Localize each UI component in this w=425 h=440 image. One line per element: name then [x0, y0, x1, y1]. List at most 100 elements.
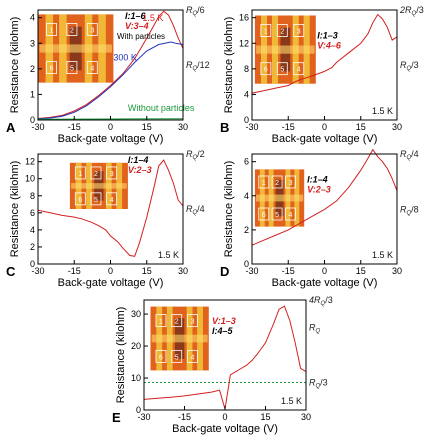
panel-E-x-tick-label: -15 [178, 412, 191, 422]
panel-D-series-line-0 [251, 148, 398, 246]
panel-C-contact-label: 2 [94, 171, 98, 178]
panel-B-voltage-contacts: V:4–6 [317, 41, 342, 51]
panel-E-y-tick-label: 20 [131, 341, 141, 351]
panel-E-current-contacts: I:4–5 [212, 326, 234, 336]
panel-D-voltage-contacts: V:2–3 [307, 185, 331, 195]
panel-A-x-axis-label: Back-gate voltage (V) [58, 133, 164, 145]
panel-D-contact-label: 6 [262, 212, 266, 219]
panel-C-contact-label: 3 [110, 171, 114, 178]
panel-E-contact-label: 6 [159, 354, 163, 361]
panel-E-right-axis-label: 4RQ/3 [309, 295, 333, 307]
panel-B-contact-label: 2 [280, 29, 284, 36]
panel-C-x-tick-label: -15 [68, 266, 81, 276]
panel-C-x-tick-label: 30 [178, 266, 188, 276]
panel-A-series-line-0 [37, 10, 184, 119]
panel-D-y-tick-label: 6 [244, 157, 249, 167]
panel-D-right-axis-label: RQ/4 [400, 149, 419, 161]
panel-B-y-tick-label: 16 [239, 13, 249, 23]
panel-D-contact-label: 5 [275, 212, 279, 219]
panel-B-y-axis-label: Resistance (kilohm) [223, 17, 235, 114]
panel-D-contact-label: 1 [262, 180, 266, 187]
panel-E-y-tick-label: 10 [131, 373, 141, 383]
panel-C-annotation-0: 1.5 K [158, 250, 179, 260]
panel-A-contact-label: 4 [90, 66, 94, 73]
panel-B-letter: B [220, 120, 229, 135]
panel-D-x-tick-label: 0 [322, 266, 327, 276]
panel-C-contact-label: 5 [94, 197, 98, 204]
panel-A-annotation-2: Without particles [128, 103, 195, 113]
panel-C-y-tick-label: 12 [25, 157, 35, 167]
panel-C-contact-label: 1 [78, 171, 82, 178]
panel-A-x-tick-label: 15 [142, 122, 152, 132]
panel-E-x-tick-label: 30 [301, 412, 311, 422]
panel-B-series-line-0 [251, 13, 398, 94]
panel-C-current-contacts: I:1–4 [128, 155, 149, 165]
panel-A: 1 2 3 4 5 6 -30 -15 0 15 30 0 1 2 3 4 RQ/6 RQ/12 Back-gate… [6, 5, 210, 145]
panel-E-x-tick-label: -30 [137, 412, 150, 422]
panel-A-contact-label: 5 [70, 66, 74, 73]
panel-B-y-tick-label: 0 [244, 115, 249, 125]
panel-A-contact-label: 1 [50, 27, 54, 34]
panel-A-x-tick-label: 30 [178, 122, 188, 132]
panel-D-x-tick-label: -30 [245, 266, 258, 276]
panel-B-right-axis-label: RQ/3 [400, 60, 419, 72]
panel-A-current-contacts: I:1–6 [125, 11, 147, 21]
panel-D-inset-device-image: 1 2 3 4 5 6 [254, 169, 305, 227]
panel-D-x-tick-label: 30 [392, 266, 402, 276]
panel-E-inset-device-image: 1 2 3 4 5 6 [150, 306, 209, 371]
panel-A-legend-note: With particles [117, 32, 165, 41]
panel-D-x-tick-label: 15 [356, 266, 366, 276]
panel-E-y-tick-label: 30 [131, 309, 141, 319]
panel-A-series-line-1 [37, 41, 184, 120]
panel-D: 1 2 3 4 5 6 -30 -15 0 15 30 0 2 4 6 RQ/4 RQ/8 Back-gate v… [220, 148, 419, 289]
panel-B-contact-label: 3 [297, 29, 301, 36]
panel-E-x-tick-label: 15 [260, 412, 270, 422]
panel-E-contact-label: 4 [191, 354, 195, 361]
panel-C-y-tick-label: 10 [25, 174, 35, 184]
panel-B-x-tick-label: 0 [322, 122, 327, 132]
panel-E-series-line-0 [143, 305, 307, 410]
panel-B-x-tick-label: 30 [392, 122, 402, 132]
panel-B-inset-device-image: 1 2 3 4 5 6 [254, 15, 316, 84]
panel-A-right-axis-label: RQ/12 [186, 60, 210, 72]
panel-B-y-tick-label: 8 [244, 64, 249, 74]
panel-A-x-tick-label: -15 [68, 122, 81, 132]
panel-B-current-contacts: I:1–3 [317, 31, 338, 41]
panel-C-right-axis-label: RQ/4 [186, 204, 205, 216]
panel-A-y-tick-label: 0 [30, 115, 35, 125]
panel-E-right-axis-label: RQ [309, 323, 321, 335]
panel-C-inset-device-image: 1 2 3 4 5 6 [69, 162, 128, 209]
panel-B-annotation-0: 1.5 K [372, 106, 393, 116]
panel-B-y-tick-label: 4 [244, 89, 249, 99]
panel-C-y-tick-label: 6 [30, 208, 35, 218]
panel-A-y-tick-label: 1 [30, 89, 35, 99]
panel-D-y-tick-label: 4 [244, 191, 249, 201]
panel-C-voltage-contacts: V:2–3 [128, 165, 152, 175]
panel-B-x-tick-label: 15 [356, 122, 366, 132]
panel-A-y-tick-label: 3 [30, 38, 35, 48]
panel-D-contact-label: 4 [288, 212, 292, 219]
panel-E-right-axis-label: RQ/3 [309, 378, 328, 390]
panel-B-x-tick-label: -15 [282, 122, 295, 132]
panel-C-contact-label: 4 [110, 197, 114, 204]
panel-E-letter: E [112, 410, 121, 425]
panel-E-contact-label: 3 [191, 319, 195, 326]
panel-A-y-axis-label: Resistance (kilohm) [9, 17, 21, 114]
panel-C-x-axis-label: Back-gate voltage (V) [58, 277, 164, 289]
panel-A-x-tick-label: 0 [108, 122, 113, 132]
panel-C-letter: C [6, 264, 16, 279]
panel-E-contact-label: 2 [175, 319, 179, 326]
panel-A-inset-device-image: 1 2 3 4 5 6 [38, 14, 114, 83]
panel-A-annotation-0: 1.5 K [142, 13, 163, 23]
panel-D-y-tick-label: 0 [244, 259, 249, 269]
panel-D-x-tick-label: -15 [282, 266, 295, 276]
panel-E-y-axis-label: Resistance (kilohm) [115, 307, 127, 404]
panel-C-x-tick-label: 15 [142, 266, 152, 276]
panel-D-x-axis-label: Back-gate voltage (V) [272, 277, 378, 289]
panel-C-y-tick-label: 8 [30, 191, 35, 201]
panel-B-contact-label: 5 [280, 67, 284, 74]
panel-D-contact-label: 3 [288, 180, 292, 187]
panel-D-contact-label: 2 [275, 180, 279, 187]
panel-D-y-axis-label: Resistance (kilohm) [223, 161, 235, 258]
